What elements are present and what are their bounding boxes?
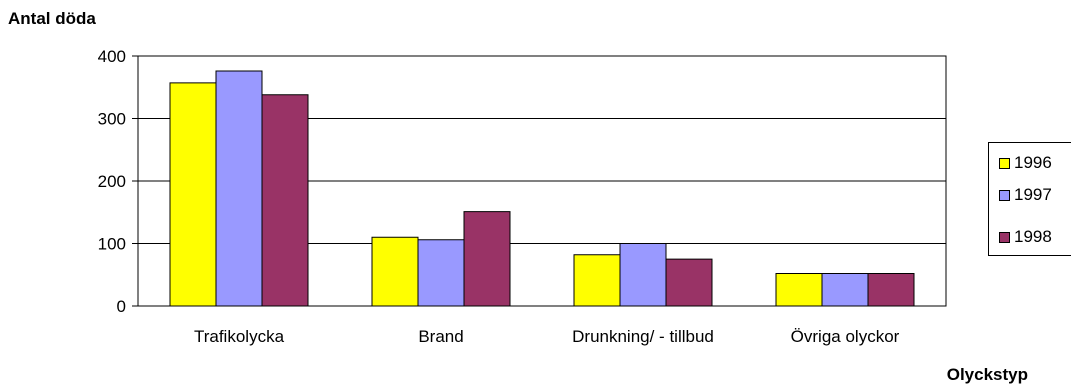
- bar-1998-4: [867, 273, 915, 307]
- bar-1996-1: [169, 82, 217, 307]
- legend: 1996 1997 1998: [988, 142, 1071, 256]
- x-tick-label: Brand: [418, 327, 463, 346]
- bar-1997-4: [821, 273, 869, 307]
- bar-1996-3: [573, 254, 621, 307]
- legend-label-1996: 1996: [1014, 153, 1052, 172]
- axes: 0 100 200 300 400 Trafikolycka Brand Drunkning/…: [98, 47, 946, 346]
- bar-1996-2: [371, 236, 419, 307]
- bar-1996-4: [775, 273, 823, 307]
- x-tick-label: Drunkning/ - tillbud: [572, 327, 714, 346]
- y-tick-label: 300: [98, 110, 126, 129]
- legend-swatch-1997: [999, 189, 1010, 201]
- legend-label-1998: 1998: [1014, 227, 1052, 246]
- x-axis-label: Olyckstyp: [947, 365, 1028, 384]
- bar-1998-3: [665, 258, 713, 307]
- bar-1998-2: [463, 211, 511, 307]
- bar-1997-3: [619, 243, 667, 307]
- legend-swatch-1996: [999, 157, 1010, 169]
- y-axis-label: Antal döda: [8, 9, 96, 28]
- bar-1998-1: [261, 94, 309, 307]
- legend-swatch-1998: [999, 231, 1010, 243]
- legend-item-1996: 1996: [999, 153, 1052, 173]
- y-tick-label: 0: [117, 297, 126, 316]
- legend-item-1997: 1997: [999, 185, 1052, 205]
- legend-item-1998: 1998: [999, 227, 1052, 247]
- x-tick-label: Trafikolycka: [194, 327, 285, 346]
- y-tick-label: 400: [98, 47, 126, 66]
- y-tick-label: 200: [98, 172, 126, 191]
- legend-label-1997: 1997: [1014, 185, 1052, 204]
- bar-1997-2: [417, 239, 465, 307]
- bar-1997-1: [215, 70, 263, 307]
- x-tick-label: Övriga olyckor: [791, 327, 900, 346]
- y-tick-label: 100: [98, 235, 126, 254]
